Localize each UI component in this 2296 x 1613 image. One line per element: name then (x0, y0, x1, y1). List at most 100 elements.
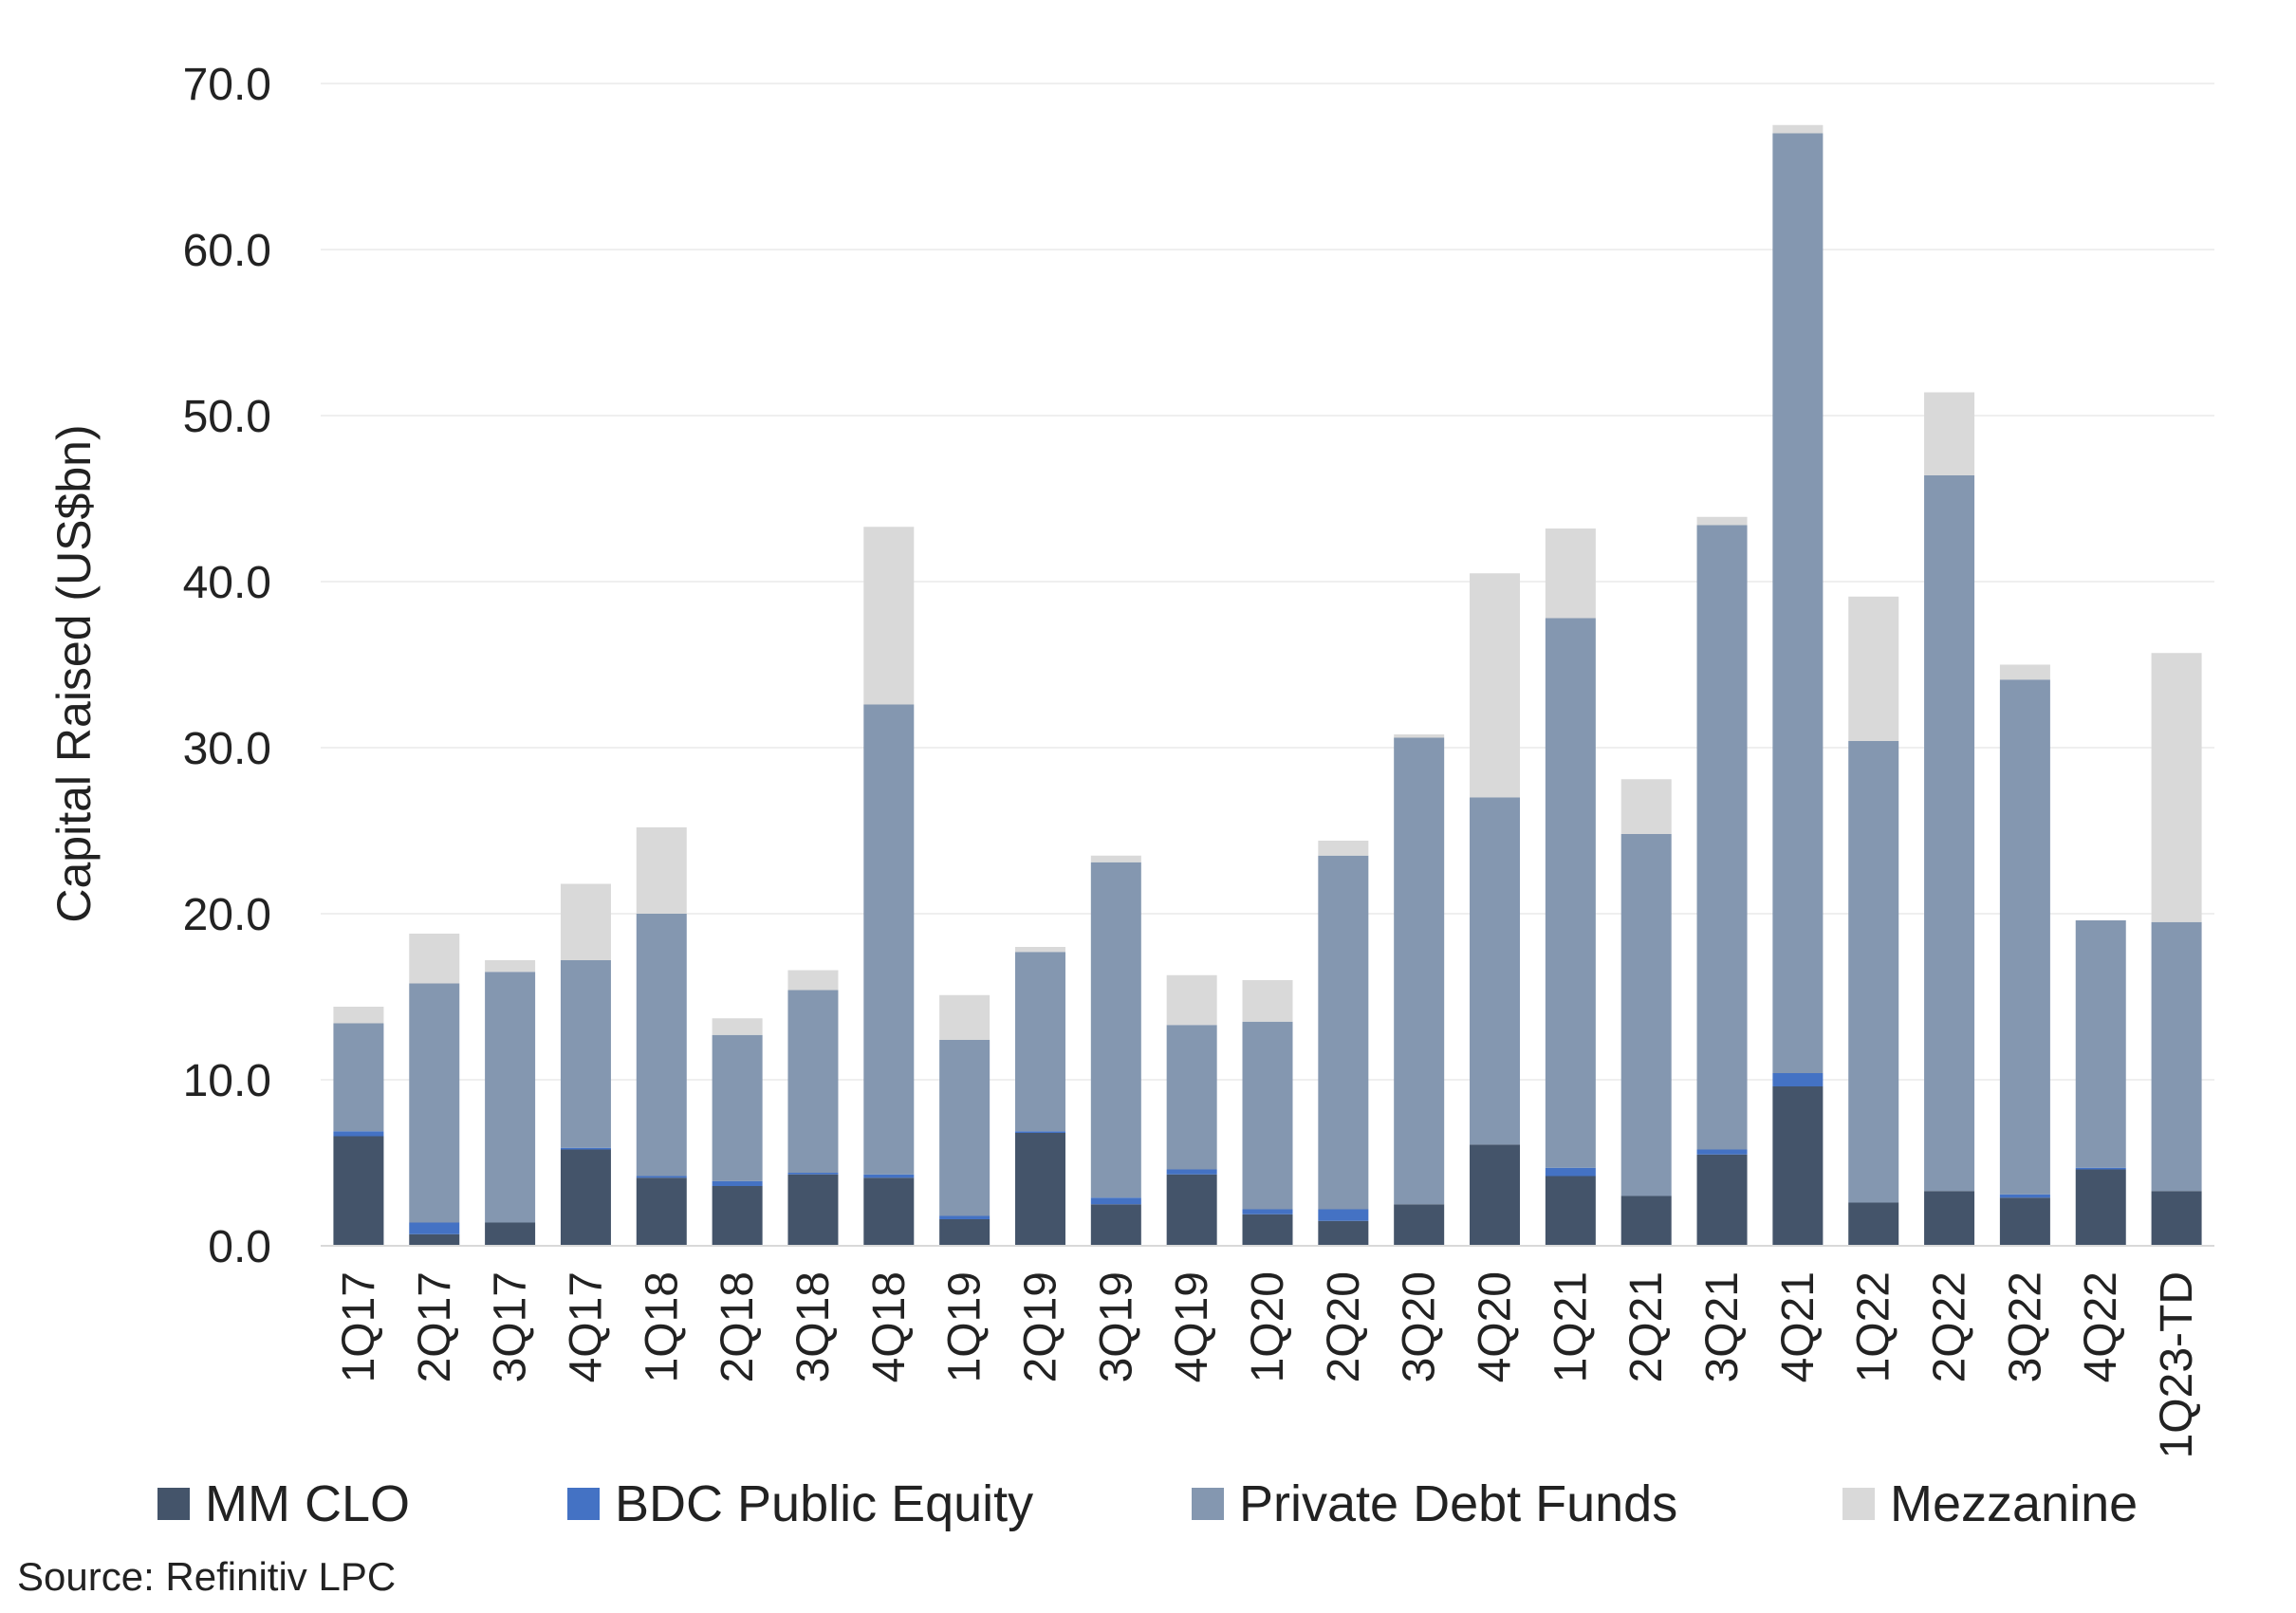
bar-segment-mezzanine (1848, 596, 1899, 741)
bar-segment-mezzanine (1090, 855, 1141, 862)
x-tick-label: 1Q18 (637, 1271, 687, 1382)
x-tick-label: 4Q20 (1471, 1271, 1521, 1382)
bar-segment-private-debt-funds (863, 704, 915, 1175)
x-tick-label: 1Q17 (334, 1271, 384, 1382)
legend-label: MM CLO (205, 1475, 410, 1532)
bar-segment-private-debt-funds (1242, 1021, 1293, 1210)
x-tick-label: 1Q22 (1849, 1271, 1899, 1382)
y-axis-ticks: 0.0 10.0 20.0 30.0 40.0 50.0 60.0 70.0 (183, 60, 271, 1272)
bar-segment-mezzanine (1772, 124, 1824, 134)
bar-segment-mezzanine (409, 934, 460, 984)
bar-segment-private-debt-funds (333, 1023, 384, 1132)
bar-segment-mm-clo (1772, 1086, 1824, 1246)
legend-swatch (1842, 1488, 1875, 1520)
bar-segment-private-debt-funds (1545, 618, 1596, 1168)
bar-segment-mezzanine (939, 994, 991, 1040)
bar-segment-bdc-public-equity (1318, 1209, 1369, 1221)
bar-segment-private-debt-funds (1166, 1025, 1217, 1170)
bar-segment-mm-clo (1924, 1191, 1975, 1246)
x-tick-label: 3Q19 (1091, 1271, 1141, 1382)
bar-segment-mezzanine (1242, 980, 1293, 1022)
x-tick-label: 2Q21 (1621, 1271, 1672, 1382)
bar-segment-mm-clo (1242, 1214, 1293, 1246)
bar-segment-bdc-public-equity (1545, 1167, 1596, 1177)
bar-segment-private-debt-funds (2151, 921, 2202, 1192)
bar-segment-private-debt-funds (1090, 862, 1141, 1198)
bar-segment-bdc-public-equity (1999, 1194, 2050, 1198)
bar-segment-mezzanine (1014, 947, 1065, 953)
bar-segment-private-debt-funds (1772, 133, 1824, 1073)
bar-segment-mm-clo (1470, 1144, 1521, 1246)
bar-segment-private-debt-funds (787, 990, 839, 1173)
bar-segment-mezzanine (1394, 734, 1445, 738)
bar-segment-mm-clo (409, 1233, 460, 1246)
legend-label: Private Debt Funds (1239, 1475, 1677, 1532)
bar-segment-mezzanine (1924, 392, 1975, 475)
y-tick-label: 40.0 (183, 558, 271, 608)
bar-segment-mm-clo (333, 1136, 384, 1246)
x-tick-label: 3Q20 (1395, 1271, 1445, 1382)
bar-segment-mm-clo (1545, 1176, 1596, 1246)
bar-segment-bdc-public-equity (333, 1131, 384, 1137)
bar-segment-mezzanine (1318, 841, 1369, 856)
y-tick-label: 60.0 (183, 226, 271, 276)
bar-segment-mezzanine (1545, 528, 1596, 619)
bar-segment-private-debt-funds (2075, 920, 2126, 1168)
bars (333, 124, 2202, 1246)
bar-segment-mm-clo (485, 1222, 536, 1246)
source-note: Source: Refinitiv LPC (17, 1554, 397, 1599)
x-tick-label: 4Q17 (561, 1271, 611, 1382)
legend-swatch (567, 1488, 600, 1520)
x-tick-label: 4Q21 (1773, 1271, 1824, 1382)
bar-segment-mezzanine (560, 883, 611, 960)
bar-segment-mm-clo (2151, 1191, 2202, 1246)
x-tick-label: 4Q19 (1167, 1271, 1217, 1382)
legend-label: Mezzanine (1890, 1475, 2138, 1532)
x-tick-label: 3Q21 (1697, 1271, 1748, 1382)
bar-segment-mm-clo (712, 1186, 763, 1246)
bar-segment-mezzanine (485, 960, 536, 973)
legend-swatch (1192, 1488, 1224, 1520)
x-tick-label: 2Q19 (1015, 1271, 1065, 1382)
bar-segment-mm-clo (636, 1177, 687, 1246)
bar-segment-mm-clo (939, 1219, 991, 1246)
bar-segment-mezzanine (787, 970, 839, 991)
x-tick-label: 1Q23-TD (2152, 1271, 2202, 1458)
x-tick-label: 1Q20 (1243, 1271, 1293, 1382)
bar-segment-private-debt-funds (560, 960, 611, 1148)
bar-segment-bdc-public-equity (560, 1147, 611, 1150)
bar-segment-private-debt-funds (1394, 737, 1445, 1205)
x-tick-label: 2Q22 (1925, 1271, 1975, 1382)
x-tick-label: 3Q17 (486, 1271, 536, 1382)
bar-segment-bdc-public-equity (1090, 1197, 1141, 1205)
bar-segment-bdc-public-equity (409, 1222, 460, 1234)
legend-swatch (157, 1488, 190, 1520)
x-tick-label: 3Q18 (788, 1271, 839, 1382)
bar-segment-mm-clo (560, 1149, 611, 1246)
bar-segment-private-debt-funds (939, 1040, 991, 1216)
bar-segment-private-debt-funds (485, 972, 536, 1223)
bar-segment-private-debt-funds (1620, 834, 1672, 1196)
bar-segment-bdc-public-equity (939, 1215, 991, 1219)
bar-segment-mm-clo (1394, 1204, 1445, 1246)
x-tick-label: 1Q19 (940, 1271, 991, 1382)
bar-segment-mm-clo (1318, 1220, 1369, 1246)
x-tick-label: 2Q17 (410, 1271, 460, 1382)
bar-segment-mezzanine (636, 827, 687, 914)
bar-segment-private-debt-funds (1848, 741, 1899, 1203)
bar-segment-mezzanine (1166, 974, 1217, 1026)
y-tick-label: 70.0 (183, 60, 271, 110)
bar-segment-private-debt-funds (409, 983, 460, 1223)
bar-segment-mm-clo (1696, 1154, 1748, 1246)
x-tick-label: 2Q18 (713, 1271, 763, 1382)
bar-segment-bdc-public-equity (1166, 1169, 1217, 1175)
bar-segment-private-debt-funds (1696, 525, 1748, 1150)
bar-segment-mm-clo (1999, 1197, 2050, 1246)
y-tick-label: 10.0 (183, 1056, 271, 1106)
x-tick-label: 1Q21 (1546, 1271, 1596, 1382)
bar-segment-mezzanine (1470, 573, 1521, 798)
bar-segment-mezzanine (1999, 664, 2050, 680)
bar-segment-bdc-public-equity (1014, 1131, 1065, 1133)
bar-segment-mm-clo (1166, 1174, 1217, 1246)
